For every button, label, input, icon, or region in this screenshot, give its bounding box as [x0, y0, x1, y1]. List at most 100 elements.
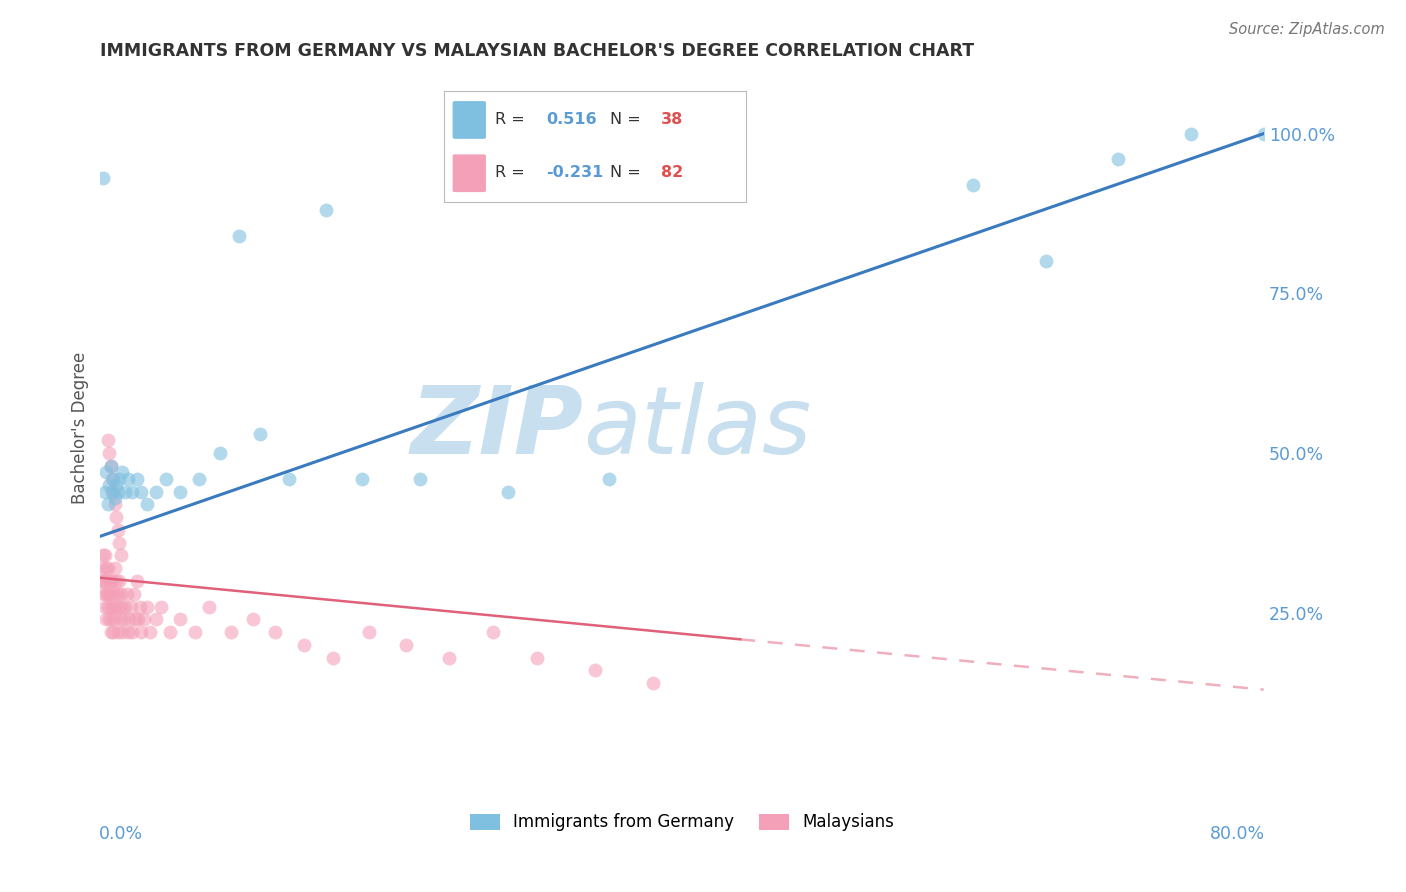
Point [482, 625, 505, 640]
Point [104, 561, 127, 575]
Point [101, 587, 124, 601]
Text: 80.0%: 80.0% [1209, 825, 1265, 843]
Point [439, 650, 461, 665]
Point [107, 625, 129, 640]
Point [90, 561, 112, 575]
Point [96, 612, 118, 626]
Point [112, 612, 135, 626]
Point [111, 466, 134, 480]
Point [100, 574, 122, 588]
Point [97, 497, 120, 511]
Point [103, 484, 125, 499]
Point [114, 484, 136, 499]
Point [91, 549, 114, 563]
Point [125, 574, 148, 588]
Point [105, 478, 128, 492]
Point [278, 472, 301, 486]
Point [139, 625, 162, 640]
Point [359, 625, 381, 640]
Point [128, 599, 150, 614]
Point [104, 491, 127, 505]
Point [135, 599, 157, 614]
Point [583, 664, 606, 678]
Point [117, 625, 139, 640]
Point [124, 612, 146, 626]
Point [104, 612, 127, 626]
Point [101, 484, 124, 499]
Point [496, 484, 519, 499]
Point [322, 650, 344, 665]
Point [409, 472, 432, 486]
Point [91, 587, 114, 601]
Point [90, 574, 112, 588]
Point [107, 484, 129, 499]
Point [101, 612, 124, 626]
Point [100, 625, 122, 640]
Point [1035, 254, 1057, 268]
Point [208, 446, 231, 460]
Point [105, 574, 128, 588]
Point [159, 625, 181, 640]
Text: IMMIGRANTS FROM GERMANY VS MALAYSIAN BACHELOR'S DEGREE CORRELATION CHART: IMMIGRANTS FROM GERMANY VS MALAYSIAN BAC… [100, 42, 974, 60]
Text: ZIP: ZIP [411, 382, 583, 474]
Point [111, 599, 134, 614]
Point [129, 625, 152, 640]
Point [145, 612, 167, 626]
Point [315, 203, 337, 218]
Point [103, 625, 125, 640]
Point [242, 612, 264, 626]
Point [96, 561, 118, 575]
Point [93, 574, 115, 588]
Point [1253, 127, 1275, 141]
Point [100, 458, 122, 473]
Point [93, 599, 115, 614]
Point [100, 599, 122, 614]
Point [228, 228, 250, 243]
Point [135, 497, 157, 511]
Point [108, 599, 131, 614]
Point [122, 587, 145, 601]
Point [105, 599, 128, 614]
Point [1180, 127, 1202, 141]
Text: Source: ZipAtlas.com: Source: ZipAtlas.com [1229, 22, 1385, 37]
Point [145, 484, 167, 499]
Point [98, 612, 121, 626]
Point [100, 458, 122, 473]
Point [97, 599, 120, 614]
Point [97, 434, 120, 448]
Point [103, 472, 125, 486]
Text: atlas: atlas [583, 382, 811, 473]
Point [107, 523, 129, 537]
Point [108, 574, 131, 588]
Point [97, 587, 120, 601]
Point [641, 676, 664, 690]
Point [121, 625, 143, 640]
Point [150, 599, 173, 614]
Point [121, 484, 143, 499]
Point [107, 587, 129, 601]
Point [101, 574, 124, 588]
Point [115, 587, 138, 601]
Point [188, 472, 211, 486]
Point [292, 638, 315, 652]
Point [91, 171, 114, 186]
Point [104, 587, 127, 601]
Point [125, 472, 148, 486]
Point [97, 561, 120, 575]
Y-axis label: Bachelor's Degree: Bachelor's Degree [72, 351, 89, 504]
Point [127, 612, 149, 626]
Point [219, 625, 242, 640]
Point [93, 549, 115, 563]
Point [110, 549, 132, 563]
Text: 0.0%: 0.0% [100, 825, 143, 843]
Point [103, 599, 125, 614]
Point [395, 638, 418, 652]
Point [96, 587, 118, 601]
Point [184, 625, 207, 640]
Point [108, 535, 131, 549]
Legend: Immigrants from Germany, Malaysians: Immigrants from Germany, Malaysians [463, 806, 901, 838]
Point [117, 472, 139, 486]
Point [98, 574, 121, 588]
Point [91, 574, 114, 588]
Point [93, 484, 115, 499]
